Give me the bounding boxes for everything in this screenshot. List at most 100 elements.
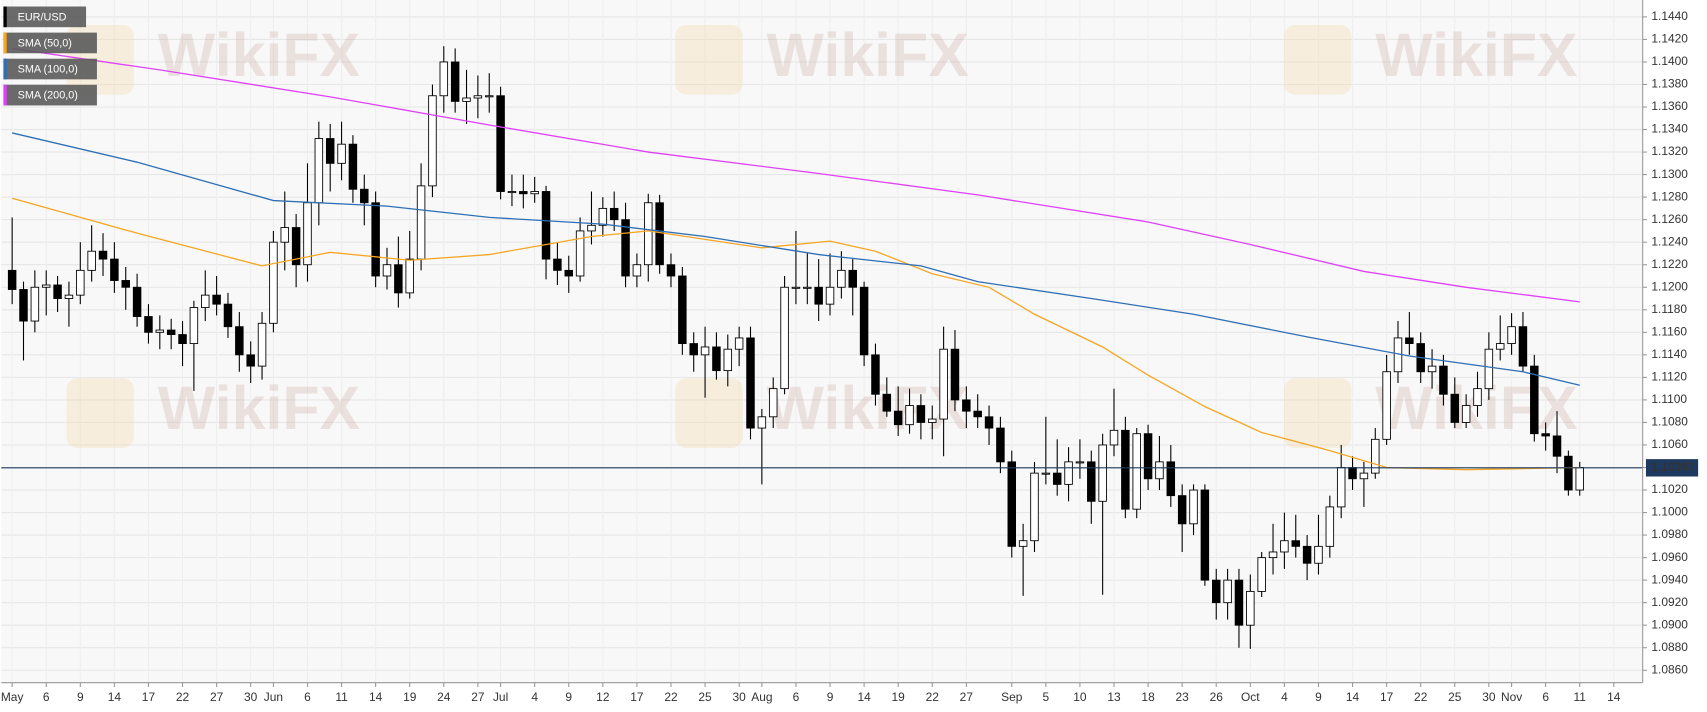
candle-body [825,286,835,305]
candle-body [1371,438,1380,474]
candle-body [644,202,653,266]
candle-body [1109,429,1119,446]
y-tick-label: 1.1160 [1651,324,1687,338]
candle-body [110,258,119,281]
candle-body [1336,467,1346,508]
candle-body [1155,461,1164,480]
watermark: WikiFX [158,374,361,442]
y-tick-label: 1.0940 [1651,572,1688,586]
candle-body [768,388,778,418]
candle-body [1075,461,1085,464]
watermarks: WikiFX WikiFX WikiFX WikiFX WikiFX WikiFX [66,21,1578,448]
candle-body [1575,467,1584,491]
watermark-logo [675,25,743,95]
x-tick-label: 9 [1315,690,1322,704]
watermark: WikiFX [1375,374,1578,442]
candle-body [905,405,914,426]
sma-line [11,132,1580,386]
last-price-box [1645,459,1699,477]
x-tick-label: 10 [1073,690,1087,704]
x-tick-label: 22 [664,690,678,704]
x-tick-label: 22 [1414,690,1428,704]
x-tick-label: 12 [596,690,610,704]
x-tick-label: 19 [892,690,906,704]
candle-body [1495,343,1505,350]
candle-body [76,269,85,296]
x-tick-label: 13 [1107,690,1121,704]
x-tick-label: Oct [1241,690,1260,704]
candle-body [132,286,142,317]
x-tick-label: Aug [751,690,772,704]
candle-body [666,264,676,277]
candle-body [1268,551,1278,559]
candle-body [1564,455,1573,491]
candle-body [98,250,108,260]
candle-body [1098,444,1107,502]
legend-box [3,32,97,54]
watermark: WikiFX [1375,21,1578,89]
candle-body [1064,461,1073,485]
y-tick-label: 1.1440 [1651,9,1688,23]
x-tick-label: 14 [108,690,122,704]
x-tick-label: 30 [1482,690,1496,704]
candle-body [246,354,255,367]
y-tick-label: 1.1380 [1651,77,1688,91]
candle-body [1018,540,1028,547]
y-tick-label: 1.1240 [1651,234,1688,248]
watermark-logo [675,378,743,448]
candle-body [757,416,767,429]
candle-body [893,410,903,426]
y-tick-label: 1.1200 [1651,279,1688,293]
candle-body [53,284,62,299]
candle-body [689,343,698,356]
candle-body [337,143,346,164]
y-tick-label: 1.1260 [1651,212,1688,226]
candle-body [939,348,948,420]
candle-body [1348,467,1357,480]
candle-body [121,280,130,288]
y-tick-label: 1.0920 [1651,595,1688,609]
candle-body [1291,540,1300,547]
x-tick-label: 9 [565,690,572,704]
candle-body [1314,545,1323,564]
candle-body [303,202,312,266]
candle-body [871,354,880,395]
y-tick-label: 1.0860 [1651,662,1688,676]
legend-swatch [3,84,7,106]
candle-body [1541,433,1550,437]
x-tick-label: 27 [210,690,224,704]
x-tick-label: 11 [335,690,348,704]
x-tick-label: Nov [1501,690,1522,704]
candle-body [564,269,573,277]
candle-body [178,334,187,345]
x-tick-label: 30 [733,690,747,704]
candle-body [7,269,17,290]
candle-body [1223,579,1232,604]
x-tick-label: 25 [698,690,712,704]
y-tick-label: 1.0880 [1651,640,1688,654]
candle-body [1087,461,1096,502]
candle-body [1359,472,1369,480]
legend-label: SMA (100,0) [18,63,78,75]
candle-body [257,322,267,367]
x-tick-label: Sep [1001,690,1023,704]
candle-body [87,250,96,271]
candle-body [530,191,539,195]
candle-body [928,418,937,423]
y-tick-label: 1.1360 [1651,99,1688,113]
candle-body [269,241,278,324]
candle-body [19,289,28,322]
marks [1,46,1643,649]
candle-body [1280,540,1289,553]
x-tick-label: 22 [926,690,940,704]
candle-body [1041,472,1051,475]
candle-body [950,348,960,401]
x-tick-label: Jun [264,690,283,704]
candle-body [575,230,585,277]
candle-body [1132,433,1141,510]
x-tick-label: 14 [857,690,871,704]
y-tick-label: 1.1020 [1651,482,1688,496]
candle-body [201,294,210,308]
y-tick-label: 1.1320 [1651,144,1688,158]
candle-body [700,346,710,356]
